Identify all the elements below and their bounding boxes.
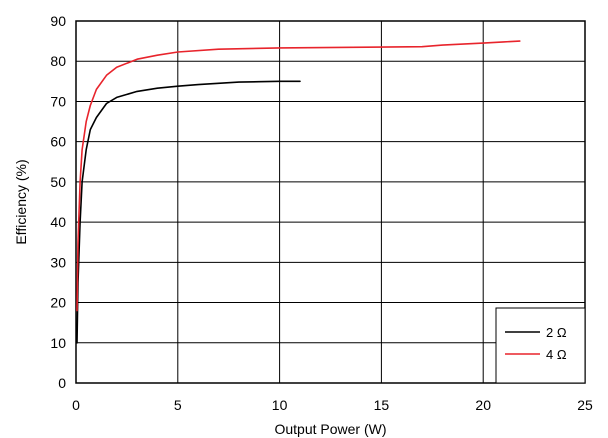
series-line-1 bbox=[76, 40, 521, 312]
y-tick-labels: 0 10 20 30 40 50 60 70 80 90 bbox=[50, 13, 66, 391]
x-axis-label: Output Power (W) bbox=[274, 421, 386, 437]
y-axis-label: Efficiency (%) bbox=[13, 159, 29, 244]
series-layer bbox=[76, 40, 521, 344]
plot-frame bbox=[75, 20, 586, 384]
grid bbox=[76, 21, 585, 383]
x-tick-label: 20 bbox=[475, 397, 491, 413]
legend-box bbox=[495, 307, 586, 384]
series-line-0 bbox=[76, 80, 301, 344]
y-tick-label: 90 bbox=[50, 13, 66, 29]
y-tick-label: 50 bbox=[50, 174, 66, 190]
y-tick-label: 30 bbox=[50, 254, 66, 270]
legend-label-2-ohm: 2 Ω bbox=[546, 325, 567, 340]
x-tick-label: 0 bbox=[72, 397, 80, 413]
y-tick-label: 40 bbox=[50, 214, 66, 230]
y-tick-label: 10 bbox=[50, 335, 66, 351]
y-tick-label: 0 bbox=[58, 375, 66, 391]
legend-label-4-ohm: 4 Ω bbox=[546, 347, 567, 362]
y-tick-label: 20 bbox=[50, 295, 66, 311]
x-tick-label: 15 bbox=[374, 397, 390, 413]
legend: 2 Ω 4 Ω bbox=[495, 307, 586, 384]
y-tick-label: 70 bbox=[50, 93, 66, 109]
y-tick-label: 60 bbox=[50, 134, 66, 150]
x-tick-label: 10 bbox=[272, 397, 288, 413]
x-tick-labels: 0 5 10 15 20 25 bbox=[72, 397, 593, 413]
y-tick-label: 80 bbox=[50, 53, 66, 69]
x-tick-label: 5 bbox=[174, 397, 182, 413]
x-tick-label: 25 bbox=[577, 397, 593, 413]
